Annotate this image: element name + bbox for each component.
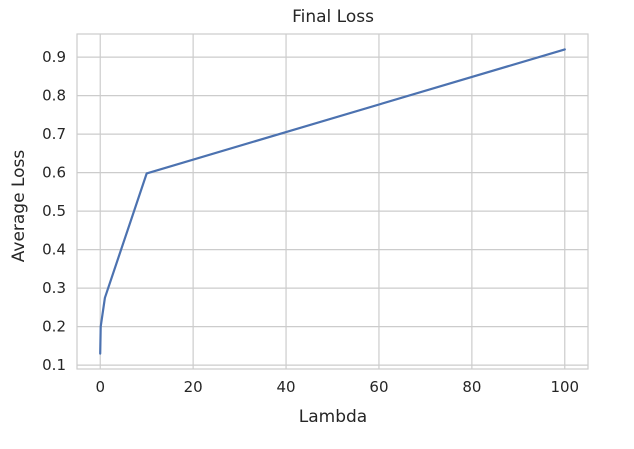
- x-axis-label: Lambda: [299, 407, 367, 427]
- tick-labels: 0 20 40 60 80 100 0.1 0.2 0.3 0.4 0.5 0.6 0.7 0.8 0.9: [42, 48, 579, 396]
- x-tick-label: 0: [95, 378, 105, 396]
- y-tick-label: 0.8: [42, 87, 66, 105]
- x-tick-label: 100: [550, 378, 579, 396]
- x-tick-label: 20: [184, 378, 203, 396]
- series-layer: [99, 48, 566, 355]
- chart-title: Final Loss: [292, 7, 374, 27]
- y-tick-label: 0.5: [42, 202, 66, 220]
- plot-frame: [76, 33, 589, 370]
- y-tick-label: 0.6: [42, 164, 66, 182]
- y-tick-label: 0.2: [42, 318, 66, 336]
- y-tick-label: 0.4: [42, 241, 66, 259]
- x-tick-label: 60: [369, 378, 388, 396]
- grid-lines: [77, 34, 588, 369]
- x-tick-label: 40: [276, 378, 295, 396]
- y-tick-label: 0.3: [42, 279, 66, 297]
- y-tick-label: 0.7: [42, 125, 66, 143]
- y-tick-label: 0.1: [42, 356, 66, 374]
- y-tick-label: 0.9: [42, 48, 66, 66]
- series-line: [99, 48, 566, 355]
- x-tick-label: 80: [462, 378, 481, 396]
- y-axis-label: Average Loss: [9, 150, 29, 263]
